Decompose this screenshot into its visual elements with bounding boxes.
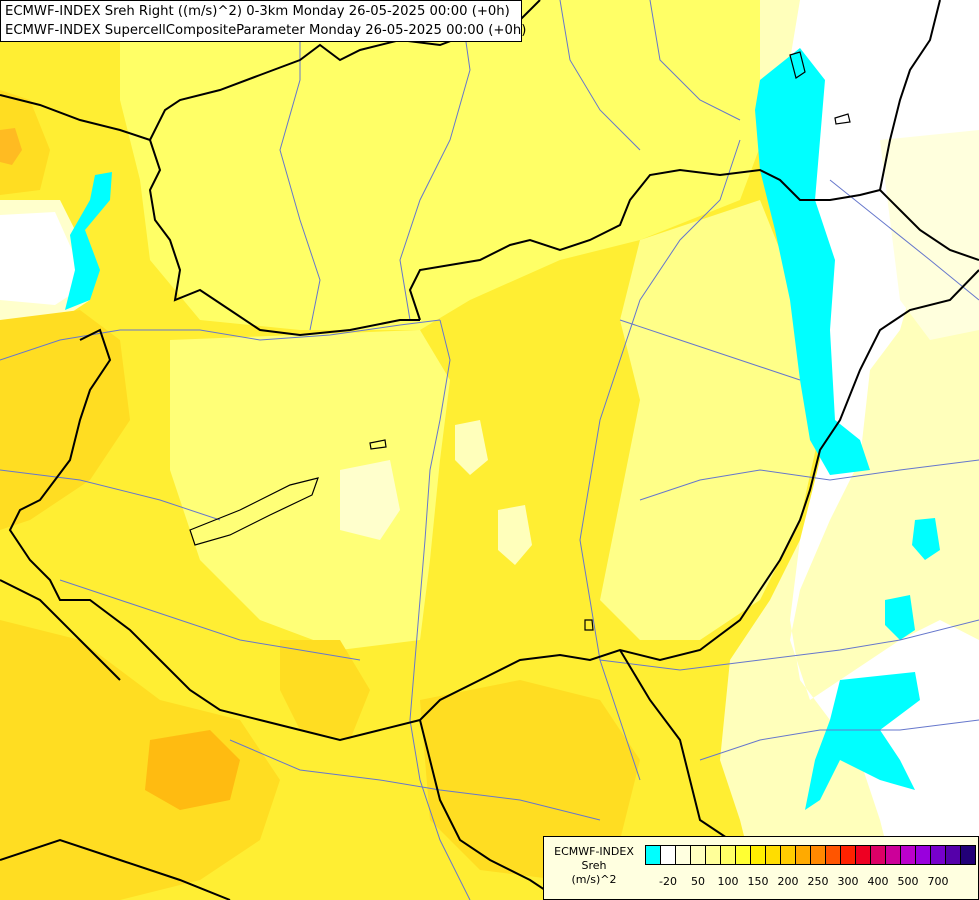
color-legend: ECMWF-INDEX Sreh (m/s)^2 -20 50 100 150 200 2… <box>543 836 979 900</box>
legend-swatch <box>931 845 946 865</box>
border-ukraine-romania <box>419 269 979 721</box>
lake-balaton <box>189 477 319 546</box>
legend-tick-label: 200 <box>777 875 799 888</box>
lakes <box>189 51 851 631</box>
legend-swatch <box>736 845 751 865</box>
legend-swatch <box>661 845 676 865</box>
river-east-4 <box>619 319 801 381</box>
legend-swatch <box>691 845 706 865</box>
river-east-3 <box>829 179 979 301</box>
cyan-patch-southeast <box>805 672 920 810</box>
legend-title-model: ECMWF-INDEX <box>554 845 634 858</box>
cyan-band-east <box>755 48 870 475</box>
legend-swatch <box>901 845 916 865</box>
legend-title-unit: (m/s)^2 <box>571 873 617 886</box>
river-west-2 <box>0 469 221 521</box>
orange-region-northwest <box>0 90 50 195</box>
border-west <box>8 328 421 742</box>
river-south-1 <box>229 739 601 821</box>
legend-tick-label: -20 <box>659 875 677 888</box>
legend-title-variable: Sreh <box>581 859 607 872</box>
river-west-1 <box>59 579 361 661</box>
orange-spot-northwest <box>0 128 22 165</box>
cyan-patch-east-1 <box>912 518 940 560</box>
river-north-3 <box>559 0 641 151</box>
orange-region-southwest <box>0 620 280 900</box>
lake-small-4 <box>584 619 594 631</box>
legend-swatch <box>751 845 766 865</box>
river-danube-south <box>409 319 471 900</box>
legend-swatch <box>676 845 691 865</box>
pale-patch-center-2 <box>455 420 488 475</box>
legend-swatch <box>826 845 841 865</box>
orange-region-south <box>420 680 640 880</box>
border-northeast <box>879 0 941 191</box>
legend-swatch <box>706 845 721 865</box>
legend-swatch <box>781 845 796 865</box>
legend-tick-label: 700 <box>927 875 949 888</box>
border-northwest-loop <box>148 139 420 337</box>
light-yellow-region-east <box>600 200 820 640</box>
border-far-south <box>0 838 231 900</box>
legend-swatch <box>766 845 781 865</box>
legend-swatch <box>871 845 886 865</box>
legend-tick-label: 500 <box>897 875 919 888</box>
legend-tick-label: 300 <box>837 875 859 888</box>
river-east-1 <box>639 459 979 501</box>
legend-tick-label: 150 <box>747 875 769 888</box>
lake-small-2 <box>834 113 851 125</box>
border-south <box>419 719 561 900</box>
river-danube-west <box>0 319 441 361</box>
title-scp: ECMWF-INDEX SupercellCompositeParameter … <box>5 23 527 38</box>
orange-region-southcentral <box>280 640 370 740</box>
map-title-box: ECMWF-INDEX Sreh Right ((m/s)^2) 0-3km M… <box>0 0 527 42</box>
pale-patch-center <box>340 460 400 540</box>
white-region-east <box>790 0 979 900</box>
legend-tick-label: 400 <box>867 875 889 888</box>
border-southwest <box>0 579 121 681</box>
lake-small-3 <box>369 439 387 450</box>
legend-swatch <box>841 845 856 865</box>
border-north <box>0 0 541 142</box>
cyan-patch-west <box>65 172 112 310</box>
deep-orange-spot-southwest <box>145 730 240 810</box>
legend-swatch <box>796 845 811 865</box>
legend-swatch <box>946 845 961 865</box>
light-yellow-region-center <box>170 330 450 650</box>
cyan-patch-east-2 <box>885 595 915 640</box>
light-yellow-region-north <box>120 0 780 330</box>
border-hungary-north <box>408 168 881 321</box>
white-patch-west <box>0 212 78 305</box>
legend-swatch <box>916 845 931 865</box>
legend-swatch <box>721 845 736 865</box>
orange-region-west <box>0 310 130 530</box>
legend-swatch <box>961 845 976 865</box>
legend-swatch <box>811 845 826 865</box>
legend-tick-label: 100 <box>717 875 739 888</box>
pale-patch-center-3 <box>498 505 532 565</box>
title-sreh: ECMWF-INDEX Sreh Right ((m/s)^2) 0-3km M… <box>5 4 510 19</box>
cream-patch-northeast <box>880 130 979 340</box>
river-north-2 <box>399 0 471 321</box>
river-north-4 <box>649 0 741 121</box>
legend-swatch <box>645 845 661 865</box>
legend-title: ECMWF-INDEX Sreh (m/s)^2 <box>548 845 640 887</box>
legend-swatches <box>645 845 976 865</box>
legend-swatch <box>856 845 871 865</box>
river-south-2 <box>699 719 979 761</box>
river-tisza <box>579 139 741 781</box>
river-east-2 <box>599 619 979 671</box>
legend-tick-label: 50 <box>691 875 705 888</box>
border-east-1 <box>879 189 979 261</box>
legend-tick-label: 250 <box>807 875 829 888</box>
river-north-1 <box>279 0 321 331</box>
lake-small-1 <box>789 51 806 79</box>
legend-swatch <box>886 845 901 865</box>
